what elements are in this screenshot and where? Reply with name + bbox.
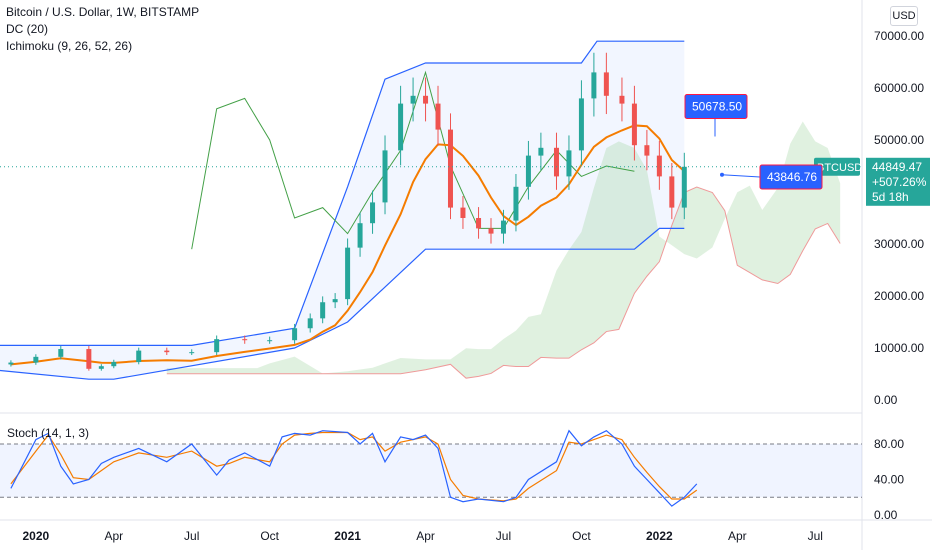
stoch-k-line (10, 429, 698, 507)
callout-connector-2 (721, 174, 761, 178)
price-tag (866, 157, 930, 206)
time-axis-tick: Jul (808, 529, 823, 543)
candle-body (447, 129, 453, 208)
price-axis-tick: 10000.00 (874, 341, 924, 355)
callout-box-2[interactable] (759, 164, 823, 190)
candle-body (669, 176, 675, 208)
candle-body (33, 356, 39, 363)
candle-body (320, 302, 326, 319)
time-axis-tick: Jul (184, 529, 199, 543)
chart-legend: Bitcoin / U.S. Dollar, 1W, BITSTAMP DC (… (6, 4, 199, 55)
candle-body (538, 147, 544, 156)
price-axis-tick: 50000.00 (874, 133, 924, 147)
candle-body (500, 220, 506, 234)
time-axis-tick: Apr (728, 529, 747, 543)
callout-text-1: 50678.50 (692, 99, 742, 113)
currency-button[interactable]: USD (890, 6, 918, 26)
price-axis-tick: 20000.00 (874, 289, 924, 303)
time-axis-tick: Oct (260, 529, 279, 543)
candle-body (681, 166, 687, 208)
time-axis-tick: 2020 (23, 529, 50, 543)
donchian-upper (0, 40, 685, 346)
donchian-fill (0, 41, 685, 380)
candle-body (435, 103, 441, 130)
time-axis-tick: 2021 (334, 529, 361, 543)
candle-body (382, 150, 388, 203)
indicator-donchian-label[interactable]: DC (20) (6, 22, 49, 36)
candle-body (214, 339, 220, 353)
candle-body (460, 207, 466, 218)
candle-body (488, 228, 494, 234)
callout-anchor (720, 172, 724, 177)
candle-body (292, 328, 298, 341)
time-axis-tick: Apr (104, 529, 123, 543)
candle-body (553, 147, 559, 177)
candle-body (357, 223, 363, 248)
stoch-axis-tick: 0.00 (874, 508, 898, 522)
candle-body (619, 95, 625, 104)
candle-body (345, 247, 351, 300)
candle-body (591, 72, 597, 99)
price-tag-countdown: 5d 18h (872, 190, 909, 204)
time-axis-tick: 2022 (646, 529, 673, 543)
candle-body (566, 150, 572, 177)
price-axis-tick: 60000.00 (874, 81, 924, 95)
time-axis-tick: Oct (572, 529, 591, 543)
candle-body (8, 362, 14, 365)
stoch-axis-tick: 80.00 (874, 437, 904, 451)
candle-body (267, 340, 273, 342)
candle-body (164, 350, 170, 353)
stoch-band-fill (0, 444, 862, 498)
candle-body (578, 98, 584, 151)
candle-body (631, 103, 637, 146)
candle-body (242, 339, 248, 341)
candle-body (398, 103, 404, 151)
time-axis-tick: Apr (416, 529, 435, 543)
symbol-tag (814, 157, 860, 176)
candle-body (98, 366, 104, 369)
symbol-title[interactable]: Bitcoin / U.S. Dollar, 1W, BITSTAMP (6, 5, 200, 19)
candle-body (332, 299, 338, 303)
time-axis-tick: Jul (496, 529, 511, 543)
candle-body (307, 318, 313, 329)
price-axis-tick: 0.00 (874, 393, 898, 407)
candle-body (370, 202, 376, 224)
price-tag-value: 44849.47 (872, 160, 922, 174)
candle-body (513, 186, 519, 221)
callout-text-2: 43846.76 (767, 170, 817, 184)
price-axis-tick: 70000.00 (874, 29, 924, 43)
candle-body (476, 218, 482, 229)
price-axis-tick: 30000.00 (874, 237, 924, 251)
candle-body (136, 350, 142, 363)
ichimoku-span-b (166, 186, 841, 379)
candle-body (58, 349, 64, 357)
candle-body (410, 95, 416, 104)
ichimoku-base-line (10, 124, 685, 366)
stoch-indicator-label[interactable]: Stoch (14, 1, 3) (7, 426, 90, 440)
symbol-tag-text: BTCUSD (817, 162, 862, 174)
candle-body (86, 349, 92, 369)
ichimoku-cloud (166, 121, 841, 379)
stoch-axis-tick: 40.00 (874, 473, 904, 487)
callout-box-1[interactable] (684, 93, 748, 119)
candle-body (656, 155, 662, 177)
candle-body (423, 95, 429, 104)
candle-body (644, 145, 650, 156)
stoch-d-line (10, 431, 698, 502)
price-tag-change: +507.26% (872, 175, 927, 189)
donchian-lower (0, 227, 685, 380)
candle-body (189, 352, 195, 354)
indicator-ichimoku-label[interactable]: Ichimoku (9, 26, 52, 26) (6, 39, 133, 53)
candle-body (525, 155, 531, 187)
candle-body (111, 362, 117, 367)
candle-body (603, 72, 609, 96)
